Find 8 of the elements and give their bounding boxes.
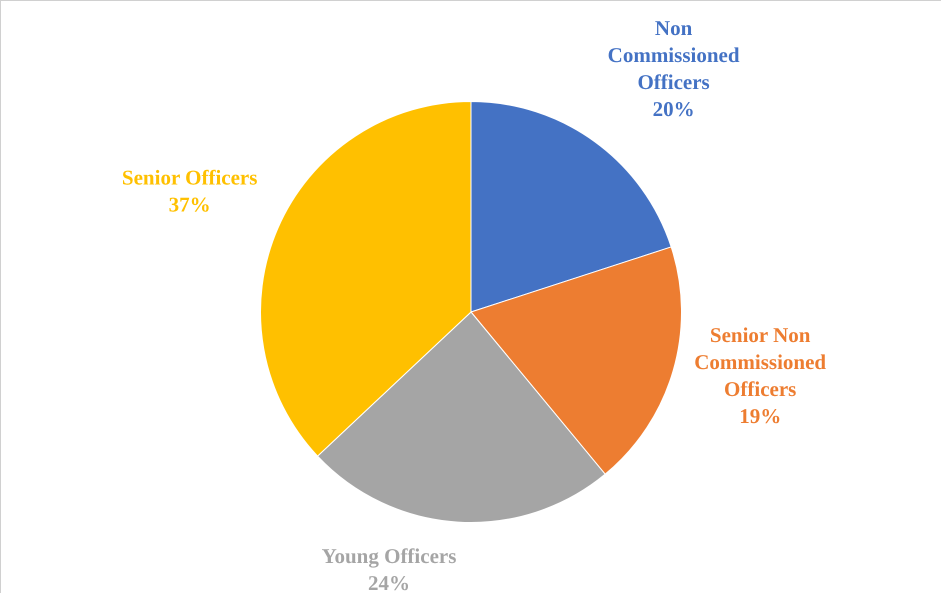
data-label: 19% — [739, 404, 782, 428]
data-label: 20% — [652, 96, 695, 121]
slice-label: Non Commissioned Officers — [608, 16, 740, 94]
data-label: 37% — [168, 192, 211, 217]
slice-label: Senior Non Commissioned Officers — [694, 322, 826, 401]
slice-label: Young Officers — [322, 544, 456, 568]
data-label: 24% — [368, 570, 410, 593]
slice-label: Senior Officers — [122, 166, 258, 190]
